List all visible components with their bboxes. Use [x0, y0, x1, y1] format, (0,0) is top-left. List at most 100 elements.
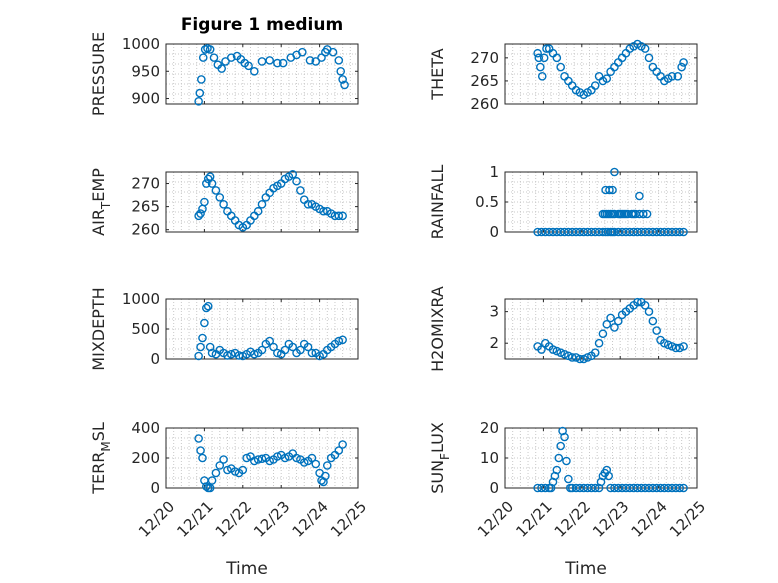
x-tick-label: 12/22 — [212, 498, 255, 541]
data-point — [598, 329, 608, 339]
data-point — [602, 74, 612, 83]
data-point — [207, 179, 217, 188]
data-point — [217, 64, 226, 73]
data-point — [298, 47, 307, 57]
data-point — [338, 75, 347, 84]
data-point — [605, 185, 614, 195]
data-point — [660, 338, 669, 348]
axes-frame — [165, 171, 359, 233]
data-point — [305, 56, 315, 65]
data-point — [200, 318, 209, 328]
data-point — [604, 471, 613, 481]
y-tick-label: 0 — [150, 350, 160, 368]
y-tick-label: 0 — [150, 479, 160, 497]
data-point — [675, 227, 685, 237]
subplot-5: 0 500 1000 MIXDEPTH — [89, 287, 359, 371]
data-point — [642, 209, 652, 219]
data-point — [560, 72, 569, 81]
data-point — [203, 301, 213, 311]
data-point — [648, 62, 658, 72]
data-point — [610, 323, 619, 332]
data-point — [560, 432, 569, 442]
data-point — [205, 483, 215, 493]
data-point — [257, 345, 267, 355]
data-point — [541, 483, 550, 493]
data-point — [552, 53, 562, 63]
data-point — [194, 434, 203, 443]
data-point — [292, 176, 301, 186]
data-point — [648, 316, 658, 326]
data-point — [590, 81, 600, 90]
data-point — [334, 336, 344, 346]
data-point — [663, 340, 673, 350]
data-point — [673, 72, 683, 81]
data-point — [215, 461, 225, 470]
data-point — [207, 476, 217, 485]
figure-title: Figure 1 medium — [181, 15, 343, 35]
data-point — [194, 351, 203, 361]
data-point — [644, 53, 654, 63]
y-tick-label: 2 — [489, 334, 499, 352]
data-point — [198, 333, 207, 343]
data-point — [533, 48, 542, 58]
data-point — [242, 453, 251, 463]
y-tick-label: 265 — [470, 72, 499, 90]
data-point — [265, 456, 274, 466]
data-point — [567, 81, 577, 90]
subplot-6: 2 3 H2OMIXRA — [428, 286, 698, 372]
data-point — [554, 453, 564, 463]
subplot-1: 900 950 1000 PRESSURE — [89, 32, 359, 116]
data-point — [200, 197, 209, 207]
data-point — [677, 62, 686, 72]
x-tick-label: 12/20 — [474, 498, 517, 541]
y-tick-label: 1 — [489, 163, 499, 181]
data-point — [196, 446, 205, 455]
axes-frame — [165, 43, 359, 105]
data-point — [606, 313, 615, 323]
data-point — [207, 348, 217, 358]
subplot-3: 260 265 270 AIRTEMP — [89, 168, 359, 239]
data-point — [635, 191, 644, 201]
data-point — [590, 483, 600, 493]
data-point — [250, 456, 259, 466]
data-point — [202, 303, 211, 313]
y-tick-label: 1000 — [122, 35, 160, 53]
y-axis-label: PRESSURE — [89, 32, 108, 116]
data-point — [198, 53, 208, 62]
data-point — [303, 200, 313, 209]
data-point — [560, 349, 569, 359]
y-tick-label: 0 — [489, 223, 499, 241]
data-point — [671, 343, 681, 353]
y-tick-label: 950 — [131, 62, 160, 80]
x-tick-label: 12/21 — [512, 498, 555, 541]
data-point — [311, 459, 321, 469]
x-tick-label: 12/20 — [135, 498, 178, 541]
data-point — [652, 326, 661, 335]
y-axis-label: RAINFALL — [428, 165, 447, 240]
data-point — [307, 453, 317, 463]
subplot-2: 260 265 270 THETA — [428, 39, 698, 113]
y-tick-label: 400 — [131, 419, 160, 437]
data-point — [202, 482, 211, 491]
data-point — [280, 453, 290, 463]
axes-frame — [504, 298, 698, 360]
data-point — [556, 62, 565, 72]
y-tick-label: 10 — [480, 449, 499, 467]
data-point — [273, 452, 282, 461]
data-point — [244, 61, 253, 71]
data-point — [667, 72, 677, 81]
data-point — [667, 342, 677, 351]
data-point — [328, 47, 338, 57]
data-point — [265, 56, 274, 65]
data-point — [194, 211, 203, 221]
data-point — [321, 471, 330, 481]
y-tick-label: 260 — [470, 95, 499, 113]
data-point — [253, 206, 263, 216]
data-point — [198, 204, 207, 214]
data-point — [656, 72, 665, 81]
data-point — [608, 185, 617, 195]
data-point — [311, 57, 321, 66]
data-point — [334, 56, 344, 65]
